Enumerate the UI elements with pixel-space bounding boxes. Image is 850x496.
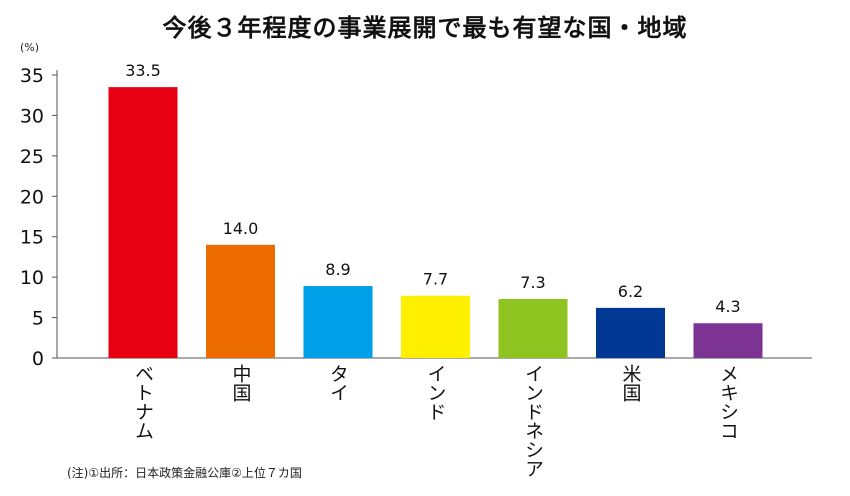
bar [206,244,275,358]
bar [596,307,665,358]
y-tick-label: 15 [20,227,44,249]
data-label: 7.7 [423,270,448,289]
category-label: インド [425,364,447,421]
bar [401,295,470,358]
y-tick-label: 35 [20,65,44,87]
y-tick-label: 30 [20,105,44,127]
data-label: 7.3 [520,273,545,292]
bar [303,286,373,358]
bars [108,87,763,358]
data-label: 4.3 [715,297,740,316]
data-label: 8.9 [325,260,350,279]
bar [693,323,763,358]
y-tick-label: 5 [32,308,44,330]
y-tick-label: 0 [32,348,44,370]
chart-title: 今後３年程度の事業展開で最も有望な国・地域 [162,14,688,42]
chart-note: (注)①出所：日本政策金融公庫②上位７カ国 [67,466,302,480]
bar [108,87,178,358]
data-label: 33.5 [125,61,161,80]
category-label: インドネシア [522,364,544,478]
category-label: メキシコ [717,364,739,440]
category-label: タイ [327,364,349,402]
category-labels: ベトナム 中国 タイ インド インドネシア 米国 メキシコ [132,364,739,478]
data-label: 6.2 [618,282,643,301]
category-label: ベトナム [132,364,154,440]
y-tick-label: 20 [20,186,44,208]
y-tick-label: 25 [20,146,44,168]
category-label: 中国 [230,364,252,402]
category-label: 米国 [620,364,642,402]
data-label: 14.0 [223,219,259,238]
y-tick-label: 10 [20,267,44,289]
y-unit-label: (%) [20,41,39,54]
data-labels: 33.5 14.0 8.9 7.7 7.3 6.2 4.3 [125,61,741,316]
bar [498,298,568,358]
